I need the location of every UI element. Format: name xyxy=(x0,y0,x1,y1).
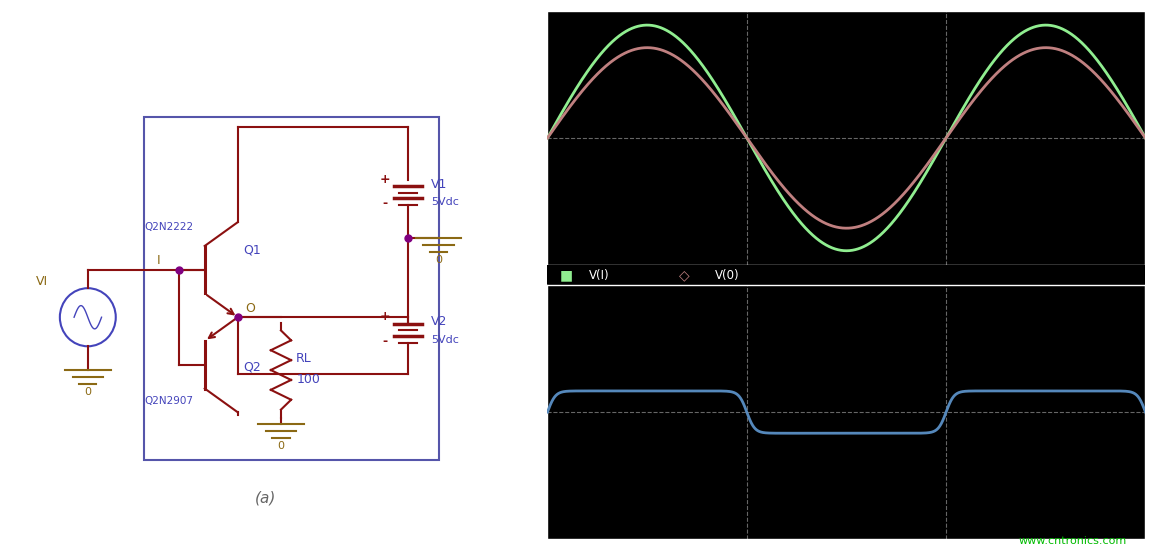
Text: ◇: ◇ xyxy=(679,268,690,282)
Text: V(0): V(0) xyxy=(715,268,739,282)
Text: (a): (a) xyxy=(255,490,277,505)
Text: -: - xyxy=(383,197,388,211)
Text: Q1: Q1 xyxy=(243,244,260,257)
Text: 5Vdc: 5Vdc xyxy=(430,334,459,345)
Text: V(I): V(I) xyxy=(589,268,610,282)
Text: +: + xyxy=(379,173,390,185)
Text: 0: 0 xyxy=(435,255,442,266)
Text: V2: V2 xyxy=(430,315,448,328)
Text: -: - xyxy=(383,335,388,348)
Text: VI: VI xyxy=(36,275,49,288)
Text: 5Vdc: 5Vdc xyxy=(430,197,459,207)
Text: www.cntronics.com: www.cntronics.com xyxy=(1018,536,1127,547)
Text: Q2N2907: Q2N2907 xyxy=(145,397,193,406)
Text: ■: ■ xyxy=(560,268,573,282)
Text: O: O xyxy=(245,302,256,315)
Text: Q2: Q2 xyxy=(243,360,260,373)
Text: V1: V1 xyxy=(430,178,448,191)
Text: RL: RL xyxy=(296,352,312,365)
Text: +: + xyxy=(379,310,390,323)
Text: I: I xyxy=(157,255,161,267)
Bar xyxy=(143,117,439,460)
Text: 0: 0 xyxy=(278,441,285,451)
Text: Q2N2222: Q2N2222 xyxy=(145,222,193,232)
Text: 100: 100 xyxy=(296,373,320,386)
Text: 0: 0 xyxy=(84,387,91,398)
